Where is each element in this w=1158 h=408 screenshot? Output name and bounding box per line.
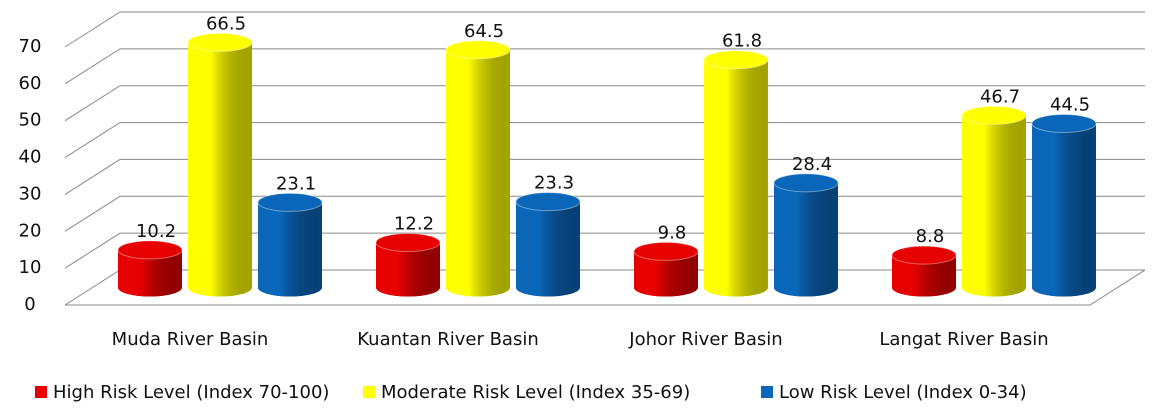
value-label: 61.8: [722, 31, 762, 52]
grid-line: [64, 11, 1145, 48]
bar: [187, 32, 253, 297]
legend-label: High Risk Level (Index 70-100): [53, 382, 329, 403]
x-tick-label: Kuantan River Basin: [357, 329, 539, 350]
legend-swatch: [35, 386, 47, 398]
value-label: 44.5: [1050, 94, 1090, 115]
value-label: 8.8: [916, 226, 945, 247]
bar: [117, 240, 183, 297]
value-label: 64.5: [464, 21, 504, 42]
value-label: 9.8: [658, 222, 687, 243]
bar: [515, 192, 581, 297]
bar: [375, 233, 441, 297]
bar: [445, 40, 511, 297]
y-tick-label: 30: [19, 183, 42, 204]
value-label: 10.2: [136, 221, 176, 242]
bar: [633, 241, 699, 297]
bar: [1031, 113, 1097, 297]
bar: [257, 192, 323, 297]
legend-swatch: [761, 386, 773, 398]
grid-line: [64, 122, 1145, 158]
x-tick-label: Johor River Basin: [628, 329, 782, 350]
y-tick-label: 70: [19, 36, 42, 57]
value-label: 28.4: [792, 154, 832, 175]
floor: [65, 269, 1146, 306]
y-tick-label: 40: [19, 147, 42, 168]
y-tick-label: 0: [24, 294, 35, 315]
bar: [961, 105, 1027, 297]
y-tick-label: 10: [19, 257, 42, 278]
value-label: 23.3: [534, 173, 574, 194]
y-tick-label: 60: [19, 73, 42, 94]
y-tick-label: 20: [19, 220, 42, 241]
grid-line: [64, 85, 1145, 122]
value-label: 23.1: [276, 173, 316, 194]
bar: [703, 50, 769, 297]
x-tick-label: Muda River Basin: [112, 329, 269, 350]
grid-line: [64, 158, 1145, 195]
bar: [773, 173, 839, 297]
value-label: 12.2: [394, 214, 434, 235]
value-label: 66.5: [206, 13, 246, 34]
legend-swatch: [363, 386, 375, 398]
value-label: 46.7: [980, 86, 1020, 107]
bar: [891, 245, 957, 297]
x-tick-label: Langat River Basin: [879, 329, 1048, 350]
legend-label: Moderate Risk Level (Index 35-69): [381, 382, 690, 403]
legend-label: Low Risk Level (Index 0-34): [779, 382, 1027, 403]
y-tick-label: 50: [19, 110, 42, 131]
grid-line: [64, 48, 1145, 85]
